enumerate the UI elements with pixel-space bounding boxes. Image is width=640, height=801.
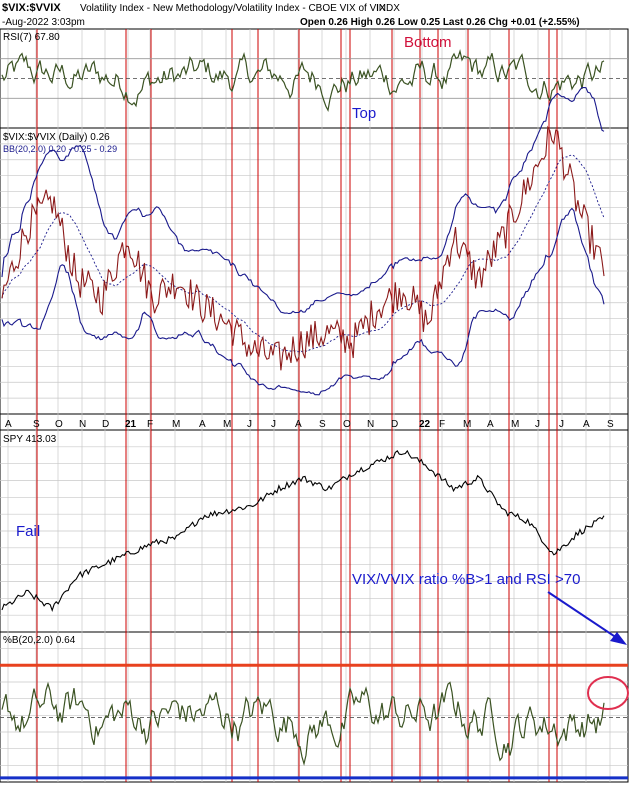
header-date: -Aug-2022 3:03pm bbox=[2, 17, 85, 28]
bollinger-upper-band bbox=[1, 86, 605, 315]
annotation-fail: Fail bbox=[16, 523, 40, 540]
month-axis: A S O N D 21 F M A M J J A S O N D 22 F M A M J J A S bbox=[5, 419, 614, 430]
header-symbol: $VIX:$VVIX bbox=[2, 2, 61, 14]
month-tick-label: N bbox=[367, 419, 374, 430]
month-tick-label: J bbox=[535, 419, 540, 430]
rsi-panel bbox=[0, 49, 628, 112]
month-tick-label: D bbox=[102, 419, 109, 430]
spy-panel bbox=[1, 449, 605, 612]
month-tick-label: S bbox=[607, 419, 614, 430]
month-tick-label: M bbox=[463, 419, 471, 430]
month-tick-label: F bbox=[439, 419, 445, 430]
grid-lines bbox=[0, 29, 628, 782]
month-tick-label: S bbox=[33, 419, 40, 430]
month-tick-label: M bbox=[223, 419, 231, 430]
month-tick-label: D bbox=[391, 419, 398, 430]
red-vertical-markers bbox=[36, 29, 558, 782]
month-tick-label: A bbox=[583, 419, 590, 430]
month-tick-label: A bbox=[199, 419, 206, 430]
month-tick-label: 22 bbox=[419, 419, 431, 430]
month-tick-label: M bbox=[511, 419, 519, 430]
month-tick-label: M bbox=[172, 419, 180, 430]
month-tick-label: J bbox=[247, 419, 252, 430]
annotation-ratio-note: VIX/VVIX ratio %B>1 and RSI >70 bbox=[352, 571, 580, 588]
month-tick-label: J bbox=[559, 419, 564, 430]
annotation-circle bbox=[587, 676, 629, 710]
vix-legend: BB(20,2.0) 0.20 - 0.25 - 0.29 bbox=[3, 144, 117, 154]
rsi-series-line bbox=[1, 49, 605, 112]
month-tick-label: O bbox=[55, 419, 63, 430]
month-tick-label: F bbox=[147, 419, 153, 430]
annotation-top: Top bbox=[352, 105, 376, 122]
header-quote: Open 0.26 High 0.26 Low 0.25 Last 0.26 C… bbox=[300, 17, 580, 28]
header-description: Volatility Index - New Methodology/Volat… bbox=[80, 3, 386, 14]
annotation-bottom: Bottom bbox=[404, 34, 452, 51]
panel-frame-pb bbox=[0, 631, 629, 783]
annotation-arrow-head bbox=[610, 632, 627, 645]
vix-title: $VIX:$VVIX (Daily) 0.26 bbox=[3, 132, 110, 143]
percent-b-panel bbox=[0, 663, 628, 780]
header-exchange: INDX bbox=[376, 3, 400, 14]
month-tick-label: A bbox=[487, 419, 494, 430]
month-tick-label: N bbox=[79, 419, 86, 430]
month-tick-label: A bbox=[295, 419, 302, 430]
month-tick-label: A bbox=[5, 419, 12, 430]
month-tick-label: J bbox=[271, 419, 276, 430]
month-tick-label: O bbox=[343, 419, 351, 430]
month-tick-label: 21 bbox=[125, 419, 137, 430]
bollinger-lower-band bbox=[1, 207, 605, 396]
percent-b-series-line bbox=[1, 681, 605, 767]
rsi-title: RSI(7) 67.80 bbox=[3, 32, 60, 43]
vix-ratio-panel bbox=[1, 86, 605, 396]
spy-series-line bbox=[1, 449, 605, 612]
pb-title: %B(20,2.0) 0.64 bbox=[3, 635, 76, 646]
vix-ratio-series-line bbox=[1, 125, 605, 371]
month-tick-label: S bbox=[319, 419, 326, 430]
spy-title: SPY 413.03 bbox=[3, 434, 57, 445]
annotation-arrow-line bbox=[547, 591, 621, 641]
